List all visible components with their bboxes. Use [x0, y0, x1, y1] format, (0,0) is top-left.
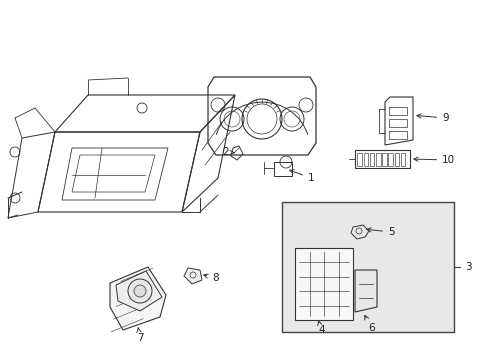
Bar [388, 131, 406, 139]
Bar [363, 153, 367, 166]
Polygon shape [116, 271, 162, 311]
Bar [382, 153, 386, 166]
Bar [354, 150, 409, 168]
Circle shape [134, 285, 146, 297]
Text: 8: 8 [203, 273, 218, 283]
Text: 7: 7 [137, 328, 143, 343]
Bar [394, 153, 398, 166]
Bar [388, 119, 406, 127]
Bar [282, 202, 453, 332]
Polygon shape [110, 267, 165, 330]
Bar [273, 162, 291, 176]
Text: 5: 5 [366, 227, 394, 237]
Bar [388, 107, 406, 115]
Bar [387, 153, 392, 166]
Circle shape [128, 279, 152, 303]
Bar [357, 153, 361, 166]
Text: 3: 3 [464, 262, 470, 272]
Polygon shape [183, 268, 202, 284]
Text: 10: 10 [413, 155, 454, 165]
Bar [375, 153, 380, 166]
Text: 4: 4 [317, 321, 324, 335]
Bar [400, 153, 405, 166]
Text: 9: 9 [416, 113, 447, 123]
Text: 6: 6 [364, 315, 374, 333]
Bar [294, 248, 352, 320]
Bar [369, 153, 374, 166]
Text: 1: 1 [289, 170, 314, 183]
Text: 2: 2 [222, 147, 234, 157]
